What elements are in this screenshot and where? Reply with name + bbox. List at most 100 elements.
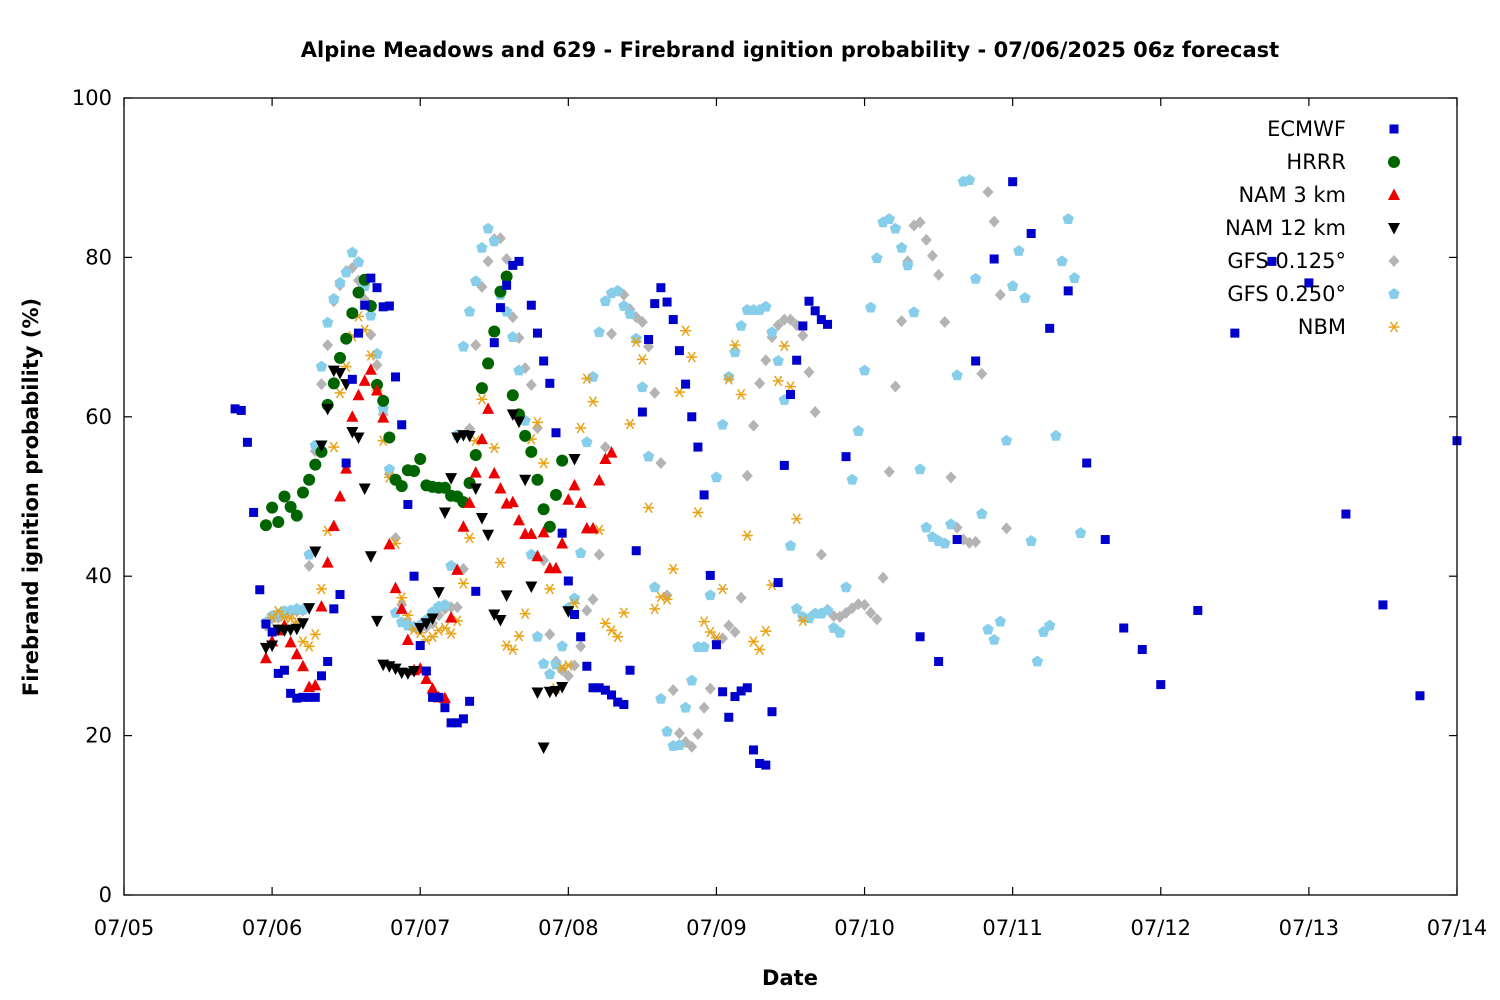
data-point (537, 657, 550, 669)
data-point (365, 309, 377, 321)
data-point (340, 332, 353, 345)
data-point (821, 604, 834, 616)
data-point (500, 270, 513, 283)
data-point (607, 690, 617, 700)
data-point (976, 367, 988, 380)
x-tick-label: 07/09 (686, 916, 747, 940)
data-point (704, 682, 716, 695)
data-point (242, 437, 252, 447)
legend-marker (1388, 255, 1400, 267)
data-point (613, 697, 623, 707)
x-tick-label: 07/14 (1427, 916, 1488, 940)
data-point (686, 674, 698, 686)
data-point (531, 473, 544, 486)
data-point (1378, 600, 1388, 610)
data-point (1267, 256, 1277, 266)
data-point (507, 644, 519, 655)
data-point (581, 373, 593, 384)
data-point (377, 394, 390, 407)
data-point (328, 441, 340, 453)
data-point (438, 507, 451, 519)
data-point (785, 313, 796, 326)
data-point (699, 490, 709, 500)
data-point (549, 561, 562, 574)
legend-label: ECMWF (1267, 117, 1346, 141)
data-point (290, 647, 303, 660)
data-point (327, 519, 340, 531)
legend-label: GFS 0.250° (1227, 282, 1346, 306)
data-point (723, 619, 735, 632)
data-point (618, 300, 630, 311)
data-point (988, 215, 1000, 228)
data-point (549, 488, 562, 501)
data-point (754, 644, 766, 655)
data-point (970, 535, 982, 548)
data-point (494, 615, 507, 627)
data-point (674, 346, 684, 356)
data-point (858, 364, 871, 376)
data-point (865, 301, 877, 313)
data-point (692, 507, 704, 518)
data-point (852, 425, 865, 436)
data-point (272, 516, 285, 529)
data-point (303, 640, 315, 652)
data-point (624, 307, 636, 319)
data-point (834, 626, 846, 638)
data-point (883, 465, 895, 478)
x-axis-label: Date (762, 966, 818, 990)
data-point (988, 633, 1000, 645)
data-point (766, 326, 778, 338)
data-point (364, 551, 377, 563)
data-point (544, 583, 556, 595)
data-point (397, 420, 407, 430)
data-point (643, 502, 655, 514)
data-point (778, 340, 790, 352)
data-point (747, 419, 759, 432)
data-point (261, 619, 271, 629)
data-point (562, 493, 575, 505)
data-point (531, 687, 544, 700)
data-point (920, 521, 932, 533)
x-tick-label: 07/07 (390, 916, 451, 940)
data-point (434, 692, 444, 702)
data-point (329, 604, 339, 614)
data-point (475, 513, 488, 525)
data-point (266, 501, 279, 514)
y-tick-label: 60 (85, 405, 112, 429)
data-point (716, 418, 729, 430)
data-point (544, 628, 556, 641)
data-point (310, 692, 320, 702)
data-point (551, 428, 561, 438)
data-point (1068, 272, 1081, 283)
data-point (859, 598, 871, 611)
data-point (895, 241, 908, 253)
data-point (482, 222, 494, 234)
data-point (656, 283, 666, 293)
data-point (259, 651, 272, 664)
series-ecmwf (230, 177, 1462, 770)
data-point (562, 660, 574, 671)
x-tick-label: 07/10 (834, 916, 895, 940)
data-point (934, 656, 944, 666)
data-point (278, 490, 291, 503)
data-point (1056, 255, 1068, 267)
data-point (1062, 213, 1074, 224)
data-point (704, 589, 716, 601)
data-point (333, 367, 346, 380)
data-point (661, 593, 673, 605)
data-point (539, 356, 549, 366)
x-tick-label: 07/11 (982, 916, 1043, 940)
data-point (476, 241, 488, 253)
data-point (636, 381, 649, 393)
data-point (420, 618, 433, 630)
data-point (582, 661, 592, 671)
data-point (1137, 645, 1147, 655)
data-point (951, 369, 963, 381)
data-point (389, 581, 402, 594)
data-point (568, 454, 581, 466)
data-point (772, 375, 784, 387)
data-point (495, 303, 505, 313)
data-point (668, 315, 678, 325)
data-point (321, 403, 334, 416)
